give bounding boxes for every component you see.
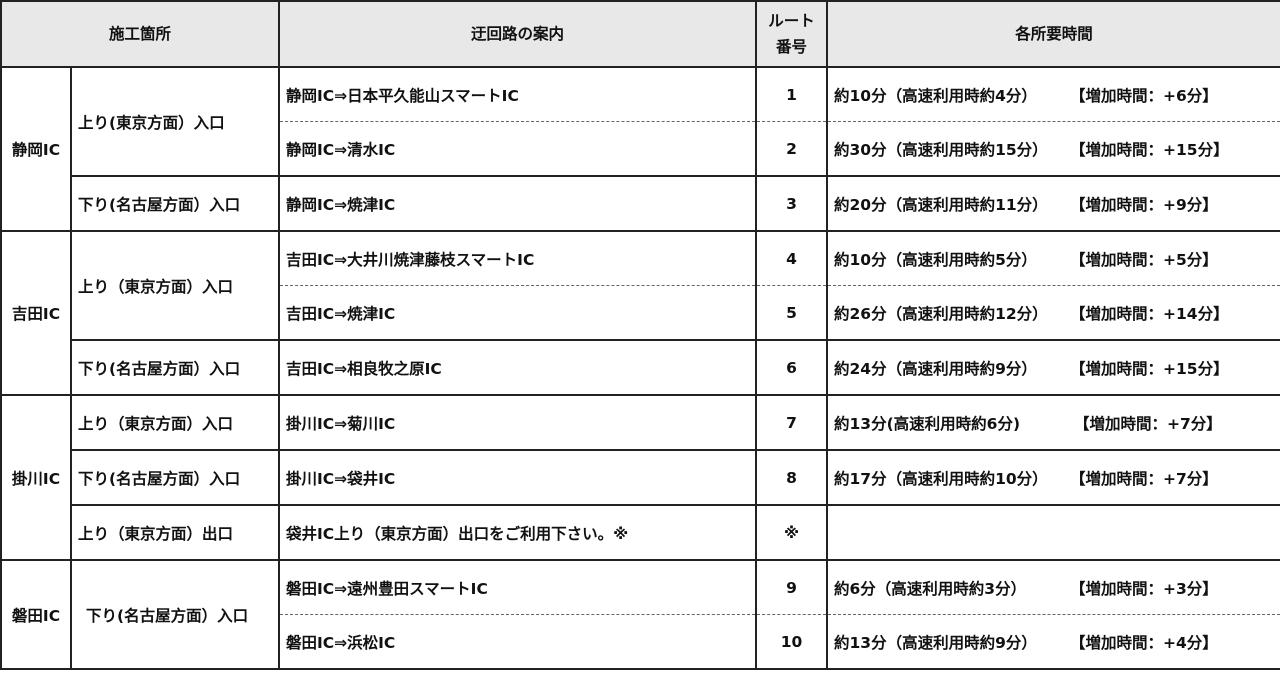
- added-time: 【増加時間：+4分】: [1070, 633, 1218, 652]
- detour-route: 静岡IC⇒日本平久能山スマートIC: [278, 66, 758, 122]
- time-value: 約13分(高速利用時約6分): [834, 414, 1021, 433]
- route-number: 3: [755, 175, 829, 232]
- travel-time: 約6分（高速利用時約3分） 【増加時間：+3分】: [826, 559, 1280, 615]
- direction: 下り(名古屋方面）入口: [69, 559, 281, 670]
- added-time: 【増加時間：+7分】: [1074, 414, 1222, 433]
- direction: 上り（東京方面）出口: [69, 504, 281, 561]
- ic-name: 磐田IC: [0, 559, 72, 670]
- header-route-number: ルート 番号: [755, 0, 829, 68]
- detour-route: 静岡IC⇒焼津IC: [278, 175, 758, 232]
- detour-route: 吉田IC⇒相良牧之原IC: [278, 339, 758, 396]
- header-row: 施工箇所 迂回路の案内 ルート 番号 各所要時間: [0, 0, 1280, 68]
- time-value: 約26分（高速利用時約12分）: [834, 304, 1048, 323]
- detour-route: 吉田IC⇒大井川焼津藤枝スマートIC: [278, 230, 758, 286]
- time-value: 約10分（高速利用時約4分）: [834, 86, 1037, 105]
- added-time: 【増加時間：+5分】: [1070, 250, 1218, 269]
- table-row: 下り(名古屋方面）入口 掛川IC⇒袋井IC 8 約17分（高速利用時約10分） 【増加時…: [1, 449, 1280, 506]
- route-number: 6: [755, 339, 829, 396]
- table-row: 下り(名古屋方面）入口 静岡IC⇒焼津IC 3 約20分（高速利用時約11分） 【増加時…: [1, 175, 1280, 232]
- table-row: 掛川IC 上り（東京方面）入口 掛川IC⇒菊川IC 7 約13分(高速利用時約6分) 【増…: [0, 394, 1280, 561]
- added-time: 【増加時間：+9分】: [1070, 195, 1218, 214]
- added-time: 【増加時間：+7分】: [1070, 469, 1218, 488]
- route-number: 8: [755, 449, 829, 506]
- direction: 下り(名古屋方面）入口: [69, 175, 281, 232]
- header-time: 各所要時間: [826, 0, 1280, 68]
- table-row: 下り(名古屋方面）入口 吉田IC⇒相良牧之原IC 6 約24分（高速利用時約9分） 【増…: [1, 339, 1280, 396]
- time-value: 約13分（高速利用時約9分）: [834, 633, 1037, 652]
- table-row: 吉田IC⇒焼津IC 5 約26分（高速利用時約12分） 【増加時間：+14分】: [1, 285, 1280, 341]
- time-value: 約6分（高速利用時約3分）: [834, 579, 1027, 598]
- route-number: 2: [755, 121, 829, 177]
- direction: 上り（東京方面）入口: [69, 230, 281, 341]
- travel-time: 約13分(高速利用時約6分) 【増加時間：+7分】: [826, 394, 1280, 451]
- detour-route: 掛川IC⇒菊川IC: [278, 394, 758, 451]
- header-detour: 迂回路の案内: [278, 0, 758, 68]
- time-value: 約17分（高速利用時約10分）: [834, 469, 1048, 488]
- route-number: 5: [755, 285, 829, 341]
- added-time: 【増加時間：+6分】: [1070, 86, 1218, 105]
- direction: 上り(東京方面）入口: [69, 66, 281, 177]
- added-time: 【増加時間：+3分】: [1070, 579, 1218, 598]
- route-number: 10: [755, 614, 829, 670]
- travel-time: 約26分（高速利用時約12分） 【増加時間：+14分】: [826, 285, 1280, 341]
- travel-time: 約30分（高速利用時約15分） 【増加時間：+15分】: [826, 121, 1280, 177]
- direction: 下り(名古屋方面）入口: [69, 339, 281, 396]
- detour-route: 袋井IC上り（東京方面）出口をご利用下さい。※: [278, 504, 758, 561]
- table-row: 静岡IC⇒清水IC 2 約30分（高速利用時約15分） 【増加時間：+15分】: [1, 121, 1280, 177]
- route-number: 9: [755, 559, 829, 615]
- table-row: 磐田IC⇒浜松IC 10 約13分（高速利用時約9分） 【増加時間：+4分】: [1, 614, 1280, 670]
- ic-name: 吉田IC: [0, 230, 72, 396]
- table-row: 磐田IC 下り(名古屋方面）入口 磐田IC⇒遠州豊田スマートIC 9 約6分（高速利用時…: [0, 559, 1280, 670]
- travel-time: 約24分（高速利用時約9分） 【増加時間：+15分】: [826, 339, 1280, 396]
- travel-time: 約13分（高速利用時約9分） 【増加時間：+4分】: [826, 614, 1280, 670]
- added-time: 【増加時間：+15分】: [1070, 359, 1229, 378]
- ic-name: 掛川IC: [0, 394, 72, 561]
- time-value: 約20分（高速利用時約11分）: [834, 195, 1048, 214]
- route-number: 1: [755, 66, 829, 122]
- table-row: 静岡IC 上り(東京方面）入口 静岡IC⇒日本平久能山スマートIC 1 約10分（高速利…: [0, 66, 1280, 232]
- route-number: 7: [755, 394, 829, 451]
- detour-route: 磐田IC⇒遠州豊田スマートIC: [278, 559, 758, 615]
- route-number: 4: [755, 230, 829, 286]
- direction: 下り(名古屋方面）入口: [69, 449, 281, 506]
- detour-route: 吉田IC⇒焼津IC: [278, 285, 758, 341]
- detour-route: 掛川IC⇒袋井IC: [278, 449, 758, 506]
- detour-route: 静岡IC⇒清水IC: [278, 121, 758, 177]
- added-time: 【増加時間：+14分】: [1070, 304, 1229, 323]
- added-time: 【増加時間：+15分】: [1070, 140, 1229, 159]
- detour-route: 磐田IC⇒浜松IC: [278, 614, 758, 670]
- travel-time: 約17分（高速利用時約10分） 【増加時間：+7分】: [826, 449, 1280, 506]
- travel-time: 約20分（高速利用時約11分） 【増加時間：+9分】: [826, 175, 1280, 232]
- header-location: 施工箇所: [0, 0, 281, 68]
- time-value: 約24分（高速利用時約9分）: [834, 359, 1037, 378]
- travel-time: [826, 504, 1280, 561]
- travel-time: 約10分（高速利用時約5分） 【増加時間：+5分】: [826, 230, 1280, 286]
- time-value: 約30分（高速利用時約15分）: [834, 140, 1048, 159]
- time-value: 約10分（高速利用時約5分）: [834, 250, 1037, 269]
- direction: 上り（東京方面）入口: [69, 394, 281, 451]
- table-row: 吉田IC 上り（東京方面）入口 吉田IC⇒大井川焼津藤枝スマートIC 4 約10分（高速…: [0, 230, 1280, 396]
- travel-time: 約10分（高速利用時約4分） 【増加時間：+6分】: [826, 66, 1280, 122]
- table-row: 上り（東京方面）出口 袋井IC上り（東京方面）出口をご利用下さい。※ ※: [1, 504, 1280, 561]
- ic-name: 静岡IC: [0, 66, 72, 232]
- route-number: ※: [755, 504, 829, 561]
